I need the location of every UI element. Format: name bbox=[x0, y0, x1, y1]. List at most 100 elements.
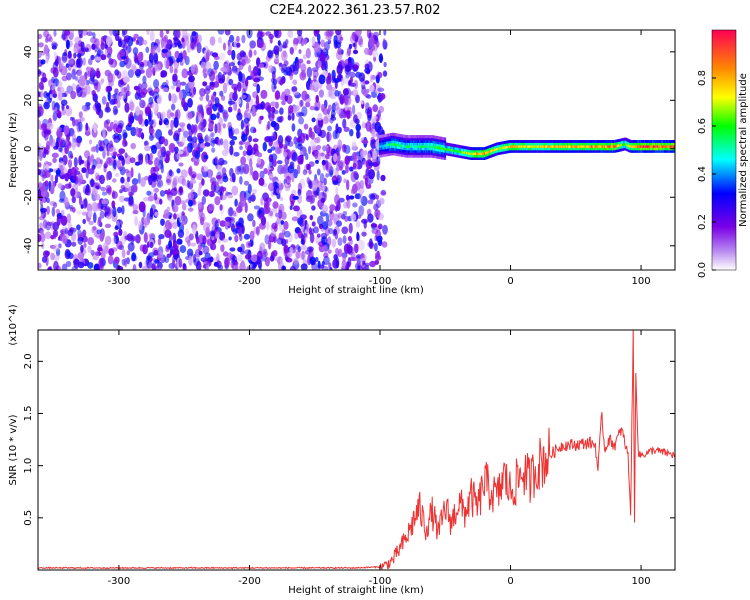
heatmap-noise-cell bbox=[145, 67, 153, 79]
heatmap-noise-cell bbox=[222, 238, 228, 243]
heatmap-noise-cell bbox=[113, 135, 120, 143]
heatmap-noise-cell bbox=[114, 225, 119, 231]
heatmap-noise-cell bbox=[349, 166, 354, 172]
snr-x-label: Height of straight line (km) bbox=[288, 585, 424, 596]
heatmap-noise-cell bbox=[188, 75, 195, 83]
heatmap-noise-cell bbox=[345, 163, 349, 174]
heatmap-noise-cell bbox=[295, 250, 301, 259]
heatmap-noise-cell bbox=[52, 157, 57, 163]
heatmap-noise-cell bbox=[55, 248, 61, 257]
heatmap-noise-cell bbox=[191, 30, 197, 37]
heatmap-noise-cell bbox=[234, 211, 238, 218]
heatmap-noise-cell bbox=[71, 241, 77, 247]
heatmap-noise-cell bbox=[300, 132, 306, 144]
heatmap-noise-cell bbox=[203, 154, 209, 160]
heatmap-noise-cell bbox=[170, 85, 176, 90]
heatmap-noise-cell bbox=[251, 188, 257, 194]
heatmap-noise-cell bbox=[252, 66, 259, 76]
heatmap-noise-cell bbox=[361, 139, 369, 144]
heatmap-noise-cell bbox=[134, 92, 140, 100]
heatmap-noise-cell bbox=[274, 90, 281, 100]
heatmap-noise-cell bbox=[90, 67, 95, 78]
heatmap-noise-cell bbox=[313, 125, 318, 132]
heatmap-noise-cell bbox=[355, 220, 361, 228]
heatmap-noise-cell bbox=[268, 182, 275, 192]
heatmap-noise-cell bbox=[130, 126, 137, 137]
heatmap-noise-cell bbox=[381, 241, 388, 248]
heatmap-noise-cell bbox=[202, 235, 207, 245]
heatmap-noise-cell bbox=[150, 166, 156, 177]
heatmap-noise-cell bbox=[353, 114, 358, 123]
heatmap-noise-cell bbox=[219, 204, 223, 211]
heatmap-noise-cell bbox=[122, 30, 128, 36]
heatmap-noise-cell bbox=[234, 198, 238, 207]
heatmap-noise-cell bbox=[94, 56, 102, 61]
heatmap-noise-cell bbox=[188, 255, 193, 266]
heatmap-noise-cell bbox=[114, 32, 120, 42]
heatmap-noise-cell bbox=[122, 187, 129, 192]
heatmap-noise-cell bbox=[87, 105, 91, 111]
heatmap-noise-cell bbox=[327, 249, 332, 254]
heatmap-noise-cell bbox=[302, 54, 307, 60]
heatmap-noise-cell bbox=[296, 193, 303, 204]
heatmap-noise-cell bbox=[108, 248, 115, 256]
heatmap-noise-cell bbox=[202, 245, 210, 255]
heatmap-noise-cell bbox=[181, 214, 188, 225]
heatmap-noise-cell bbox=[44, 231, 52, 240]
heatmap-noise-cell bbox=[293, 44, 298, 51]
heatmap-noise-cell bbox=[196, 236, 200, 245]
heatmap-noise-cell bbox=[46, 140, 51, 150]
heatmap-noise-cell bbox=[138, 155, 144, 165]
heatmap-noise-cell bbox=[342, 143, 347, 153]
heatmap-noise-cell bbox=[229, 62, 235, 67]
heatmap-noise-cell bbox=[377, 71, 383, 79]
heatmap-noise-cell bbox=[206, 169, 214, 178]
heatmap-noise-cell bbox=[383, 30, 387, 36]
heatmap-noise-cell bbox=[217, 71, 223, 82]
heatmap-noise-cell bbox=[311, 205, 316, 211]
heatmap-noise-cell bbox=[376, 235, 383, 243]
heatmap-noise-cell bbox=[51, 100, 56, 111]
heatmap-noise-cell bbox=[89, 155, 94, 166]
heatmap-noise-cell bbox=[52, 229, 57, 240]
heatmap-signal-cell bbox=[673, 142, 675, 146]
heatmap-noise-cell bbox=[323, 99, 328, 109]
heatmap-noise-cell bbox=[266, 221, 270, 231]
heatmap-noise-cell bbox=[252, 219, 256, 228]
heatmap-noise-cell bbox=[90, 249, 95, 256]
heatmap-noise-cell bbox=[53, 202, 58, 208]
heatmap-noise-cell bbox=[355, 94, 360, 104]
heatmap-noise-cell bbox=[61, 263, 68, 270]
heatmap-noise-cell bbox=[94, 38, 100, 49]
heatmap-noise-cell bbox=[153, 45, 159, 54]
heatmap-noise-cell bbox=[316, 168, 321, 176]
heatmap-noise-cell bbox=[112, 236, 116, 245]
heatmap-noise-cell bbox=[45, 55, 49, 64]
heatmap-noise-cell bbox=[331, 238, 337, 248]
heatmap-signal-cell bbox=[443, 137, 447, 141]
heatmap-noise-cell bbox=[38, 106, 44, 117]
heatmap-noise-cell bbox=[185, 228, 189, 238]
heatmap-noise-cell bbox=[188, 199, 193, 207]
heatmap-noise-cell bbox=[90, 146, 97, 153]
heatmap-noise-cell bbox=[135, 106, 141, 116]
heatmap-noise-cell bbox=[172, 204, 179, 213]
heatmap-noise-cell bbox=[149, 110, 153, 120]
heatmap-noise-cell bbox=[336, 64, 343, 75]
heatmap-noise-cell bbox=[177, 30, 181, 39]
heatmap-noise-cell bbox=[281, 100, 286, 106]
heatmap-noise-cell bbox=[315, 144, 322, 151]
heatmap-noise-cell bbox=[196, 173, 203, 181]
heatmap-noise-cell bbox=[203, 222, 210, 233]
heatmap-noise-cell bbox=[332, 229, 336, 237]
heatmap-noise-cell bbox=[256, 83, 261, 94]
heatmap-noise-cell bbox=[205, 51, 210, 62]
heatmap-noise-cell bbox=[92, 251, 100, 261]
heatmap-noise-cell bbox=[349, 35, 355, 44]
heatmap-noise-cell bbox=[283, 230, 291, 238]
heatmap-noise-cell bbox=[303, 123, 309, 130]
heatmap-noise-cell bbox=[245, 77, 249, 87]
heatmap-noise-cell bbox=[63, 196, 69, 207]
heatmap-noise-cell bbox=[231, 49, 236, 61]
